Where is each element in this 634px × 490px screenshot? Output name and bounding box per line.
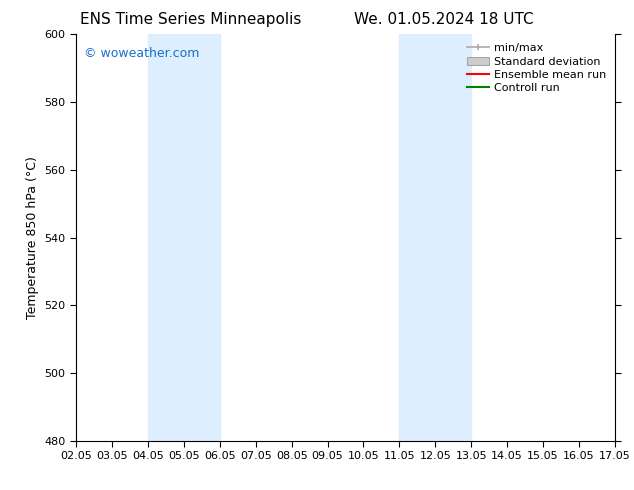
Bar xyxy=(148,34,220,441)
Bar xyxy=(399,34,471,441)
Y-axis label: Temperature 850 hPa (°C): Temperature 850 hPa (°C) xyxy=(26,156,39,319)
Text: ENS Time Series Minneapolis: ENS Time Series Minneapolis xyxy=(79,12,301,27)
Text: We. 01.05.2024 18 UTC: We. 01.05.2024 18 UTC xyxy=(354,12,534,27)
Text: © woweather.com: © woweather.com xyxy=(84,47,200,59)
Legend: min/max, Standard deviation, Ensemble mean run, Controll run: min/max, Standard deviation, Ensemble me… xyxy=(464,40,609,97)
